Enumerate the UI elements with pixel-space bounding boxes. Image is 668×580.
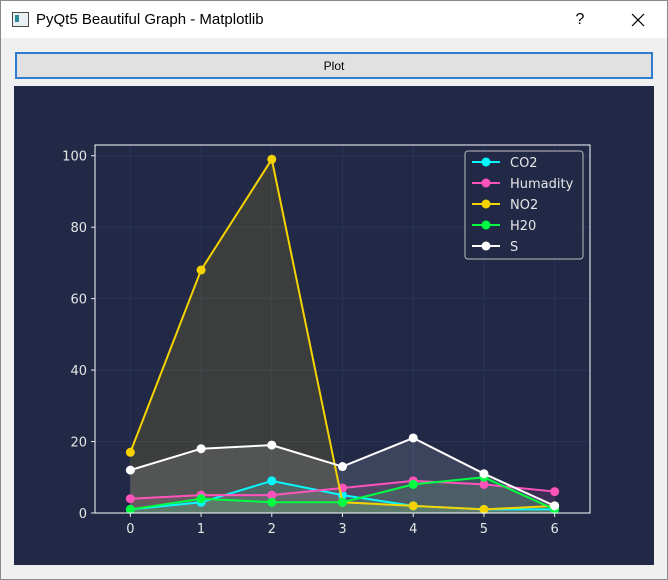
data-point-no2	[479, 504, 489, 514]
legend-marker-co2	[481, 157, 491, 167]
legend-label-no2: NO2	[510, 198, 538, 213]
data-point-h20	[125, 504, 135, 514]
x-tick-label: 1	[197, 522, 205, 537]
window-title: PyQt5 Beautiful Graph - Matplotlib	[36, 11, 264, 28]
y-tick-label: 80	[70, 221, 87, 236]
data-point-s	[479, 469, 489, 479]
legend-label-co2: CO2	[510, 156, 538, 171]
data-point-humadity	[479, 479, 489, 489]
close-button[interactable]	[615, 1, 661, 38]
x-tick-label: 3	[338, 522, 346, 537]
legend-label-humadity: Humadity	[510, 177, 574, 192]
legend-marker-no2	[481, 199, 491, 209]
close-icon	[631, 13, 645, 26]
data-point-s	[338, 462, 347, 472]
data-point-no2	[408, 501, 418, 511]
data-point-h20	[196, 494, 206, 504]
legend-label-h20: H20	[510, 219, 536, 234]
series-area-h20	[130, 477, 555, 513]
y-tick-label: 20	[70, 436, 87, 451]
legend-marker-h20	[481, 220, 491, 230]
plot-button[interactable]: Plot	[15, 52, 653, 79]
legend-label-s: S	[510, 240, 518, 255]
legend-marker-s	[481, 241, 491, 251]
data-point-humadity	[125, 494, 135, 504]
title-bar: PyQt5 Beautiful Graph - Matplotlib ?	[1, 1, 667, 38]
data-point-s	[550, 501, 560, 511]
data-point-s	[125, 465, 135, 475]
y-tick-label: 60	[70, 293, 87, 308]
x-tick-label: 5	[480, 522, 488, 537]
y-tick-label: 100	[62, 150, 87, 165]
data-point-no2	[196, 265, 206, 275]
data-point-humadity	[267, 490, 277, 500]
data-point-co2	[267, 476, 277, 486]
data-point-s	[408, 433, 418, 443]
app-icon	[12, 12, 29, 27]
x-tick-label: 0	[126, 522, 134, 537]
data-point-h20	[338, 497, 347, 507]
data-point-no2	[125, 447, 135, 457]
series-area-no2	[130, 159, 555, 513]
data-point-humadity	[550, 487, 560, 497]
data-point-h20	[408, 479, 418, 489]
x-tick-label: 4	[409, 522, 417, 537]
help-button[interactable]: ?	[575, 10, 585, 28]
data-point-no2	[267, 154, 277, 164]
data-point-s	[196, 444, 206, 454]
legend-box	[464, 150, 584, 260]
x-tick-label: 2	[268, 522, 276, 537]
y-tick-label: 40	[70, 364, 87, 379]
x-tick-label: 6	[551, 522, 559, 537]
data-point-h20	[267, 497, 277, 507]
plot-canvas: 0 1 2 3 4 5 6 0 20 40 60 80 100 CO2 Humadity NO2 H20 S	[14, 86, 654, 565]
y-tick-label: 0	[79, 507, 87, 522]
data-point-s	[267, 440, 277, 450]
legend-marker-humadity	[481, 178, 491, 188]
